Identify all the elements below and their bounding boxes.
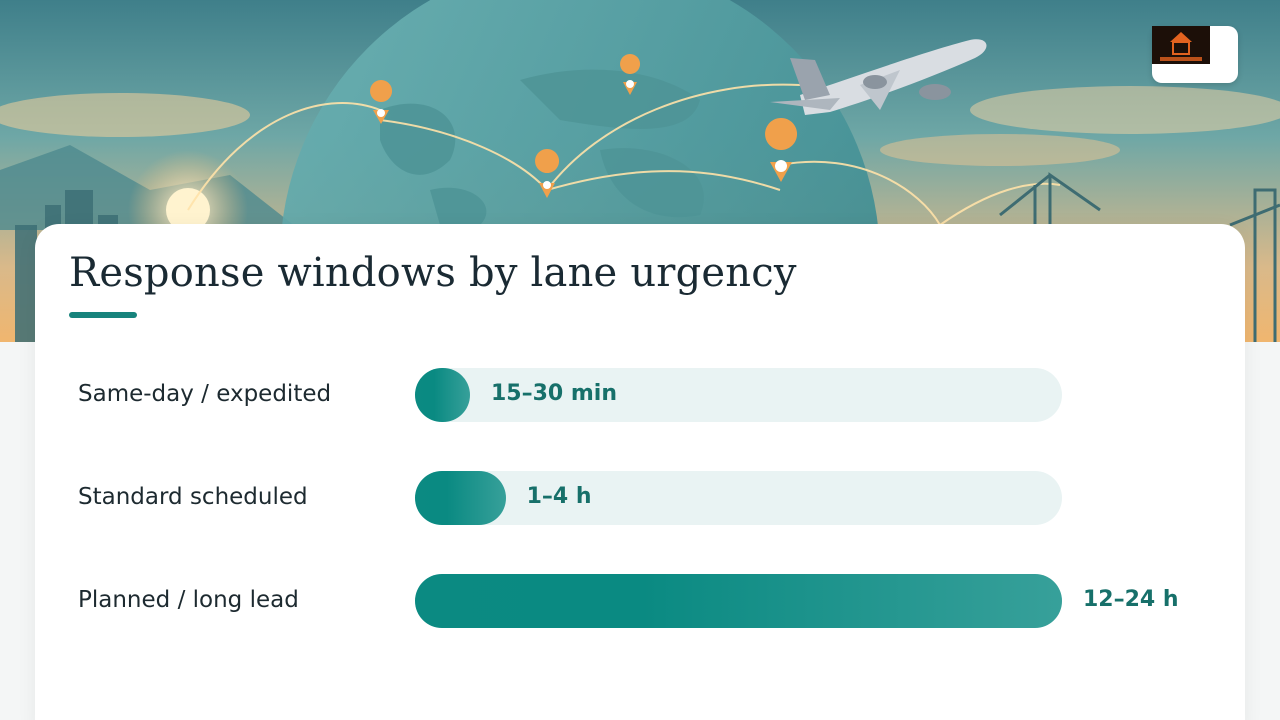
bar-same-day: [415, 368, 470, 422]
logo-badge: [1152, 26, 1238, 83]
bar-planned: [415, 574, 1062, 628]
category-label-same-day: Same-day / expedited: [78, 381, 332, 407]
bar-track-same-day: [415, 368, 1062, 422]
value-label-planned: 12–24 h: [1083, 587, 1179, 612]
airplane-icon: [770, 39, 987, 115]
category-label-planned: Planned / long lead: [78, 587, 299, 613]
category-label-standard: Standard scheduled: [78, 484, 308, 510]
logo-icon: [1152, 26, 1210, 64]
title-underline: [69, 312, 137, 318]
bar-standard: [415, 471, 506, 525]
location-pin-icon: [370, 54, 798, 198]
bar-track-standard: [415, 471, 1062, 525]
bar-track-planned: [415, 574, 1062, 628]
chart-card: Response windows by lane urgency Same-da…: [35, 224, 1245, 720]
chart-title: Response windows by lane urgency: [69, 250, 797, 296]
port-crane-icon: [999, 172, 1280, 342]
value-label-standard: 1–4 h: [526, 484, 592, 509]
value-label-same-day: 15–30 min: [490, 381, 618, 406]
